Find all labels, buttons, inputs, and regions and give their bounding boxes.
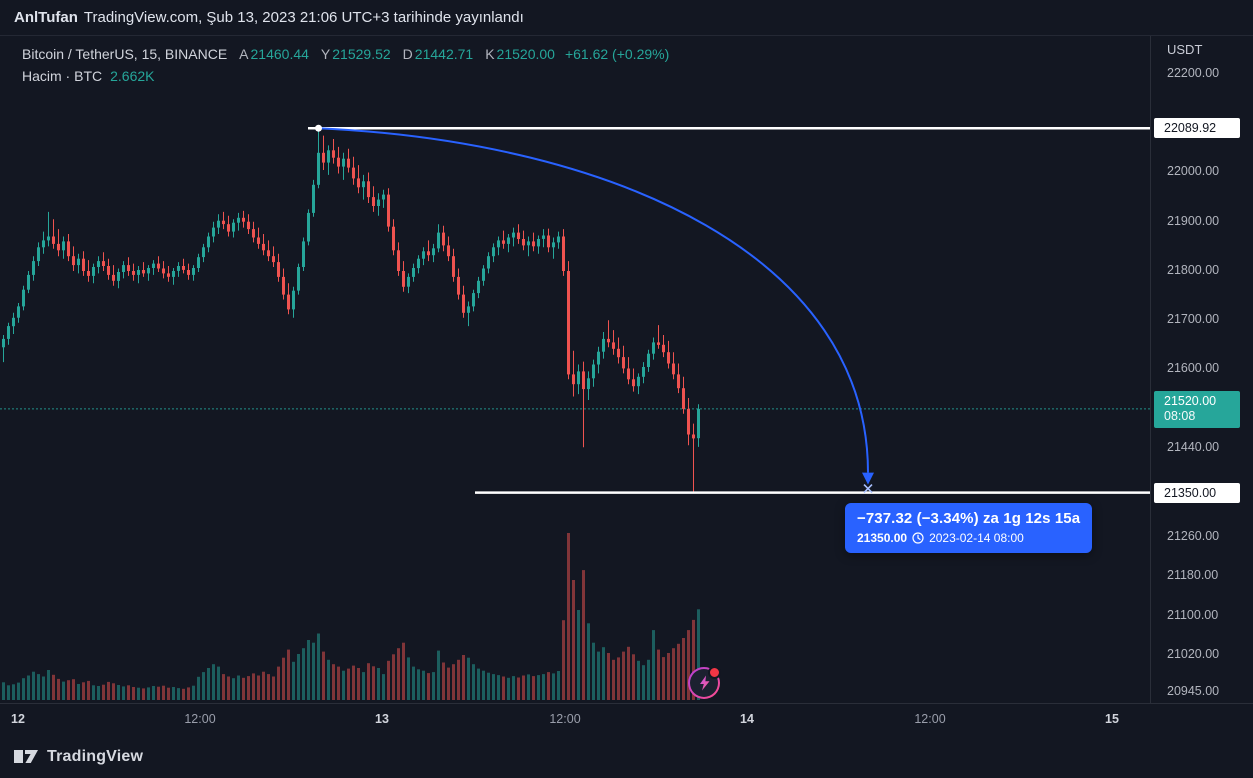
price-tick-label: 22000.00 [1167,164,1220,179]
notification-dot [708,666,721,679]
price-tick-label: 21800.00 [1167,262,1220,277]
attribution-author: AnlTufan [14,9,78,26]
clock-icon [912,532,924,544]
time-label: 12:00 [184,712,216,726]
price-tick-label: 21180.00 [1167,568,1219,583]
brand-name[interactable]: TradingView [47,747,144,765]
price-level-box: 22089.92 [1154,118,1240,139]
price-axis[interactable]: USDT 21520.00 08:08 22200.00 22000.00 2190… [1150,36,1253,703]
attribution-bar: AnlTufan TradingView.com, Şub 13, 2023 2… [0,0,1253,36]
low-value: 21442.71 [414,46,474,62]
price-tick-label: 21600.00 [1167,361,1220,376]
last-price-box: 21520.00 08:08 [1154,390,1240,428]
close-label: K [485,46,495,62]
footer-bar: TradingView [0,735,1253,778]
measure-price: 21350.00 [857,531,908,545]
price-tick-label: 21020.00 [1167,647,1220,662]
measure-callout[interactable]: −737.32 (−3.34%) za 1g 12s 15a 21350.00 … [845,503,1093,553]
attribution-text: TradingView.com, Şub 13, 2023 21:06 UTC+… [83,9,524,26]
chart-plot-area[interactable] [0,36,1150,703]
quote-currency-label: USDT [1167,42,1203,57]
time-label: 12:00 [549,712,581,726]
time-axis[interactable]: 12 12:00 13 12:00 14 12:00 15 [0,703,1253,736]
price-tick-label: 21260.00 [1167,528,1220,543]
time-label: 13 [375,712,389,726]
volume-value: 2.662K [110,68,155,84]
last-price-value: 21520.00 [1164,393,1217,408]
lightning-reaction-marker[interactable] [688,666,721,699]
tradingview-logo-icon[interactable] [13,747,39,766]
lightning-bolt-icon [699,675,709,691]
open-label: A [239,46,249,62]
legend-row-volume: Hacim · BTC 2.662K [22,67,669,85]
price-tick-label: 20945.00 [1167,684,1220,698]
symbol-title[interactable]: Bitcoin / TetherUS, 15, BINANCE [22,46,228,62]
legend-row-symbol: Bitcoin / TetherUS, 15, BINANCE A 21460.44… [22,45,669,63]
high-label: Y [320,46,331,62]
high-value: 21529.52 [332,46,391,62]
open-value: 21460.44 [250,46,309,62]
price-level-box: 21350.00 [1154,482,1240,503]
price-tick-label: 21700.00 [1167,312,1220,327]
low-label: D [402,46,413,62]
price-tick-label: 22200.00 [1167,66,1220,80]
change-value: +61.62 (+0.29%) [564,46,670,62]
time-label: 14 [740,712,754,726]
close-value: 21520.00 [496,46,555,62]
time-label: 12 [11,712,25,726]
bar-countdown: 08:08 [1164,408,1196,423]
time-label: 15 [1105,712,1119,726]
measure-datetime: 2023-02-14 08:00 [929,531,1024,545]
time-label: 12:00 [914,712,946,726]
volume-label: Hacim · BTC [22,68,103,84]
price-tick-label: 21900.00 [1167,213,1220,228]
chart-legend: Bitcoin / TetherUS, 15, BINANCE A 21460.44… [22,45,669,85]
price-tick-label: 21440.00 [1167,440,1220,455]
price-tick-label: 21100.00 [1167,607,1219,622]
measure-change-text: −737.32 (−3.34%) za 1g 12s 15a [857,510,1081,527]
